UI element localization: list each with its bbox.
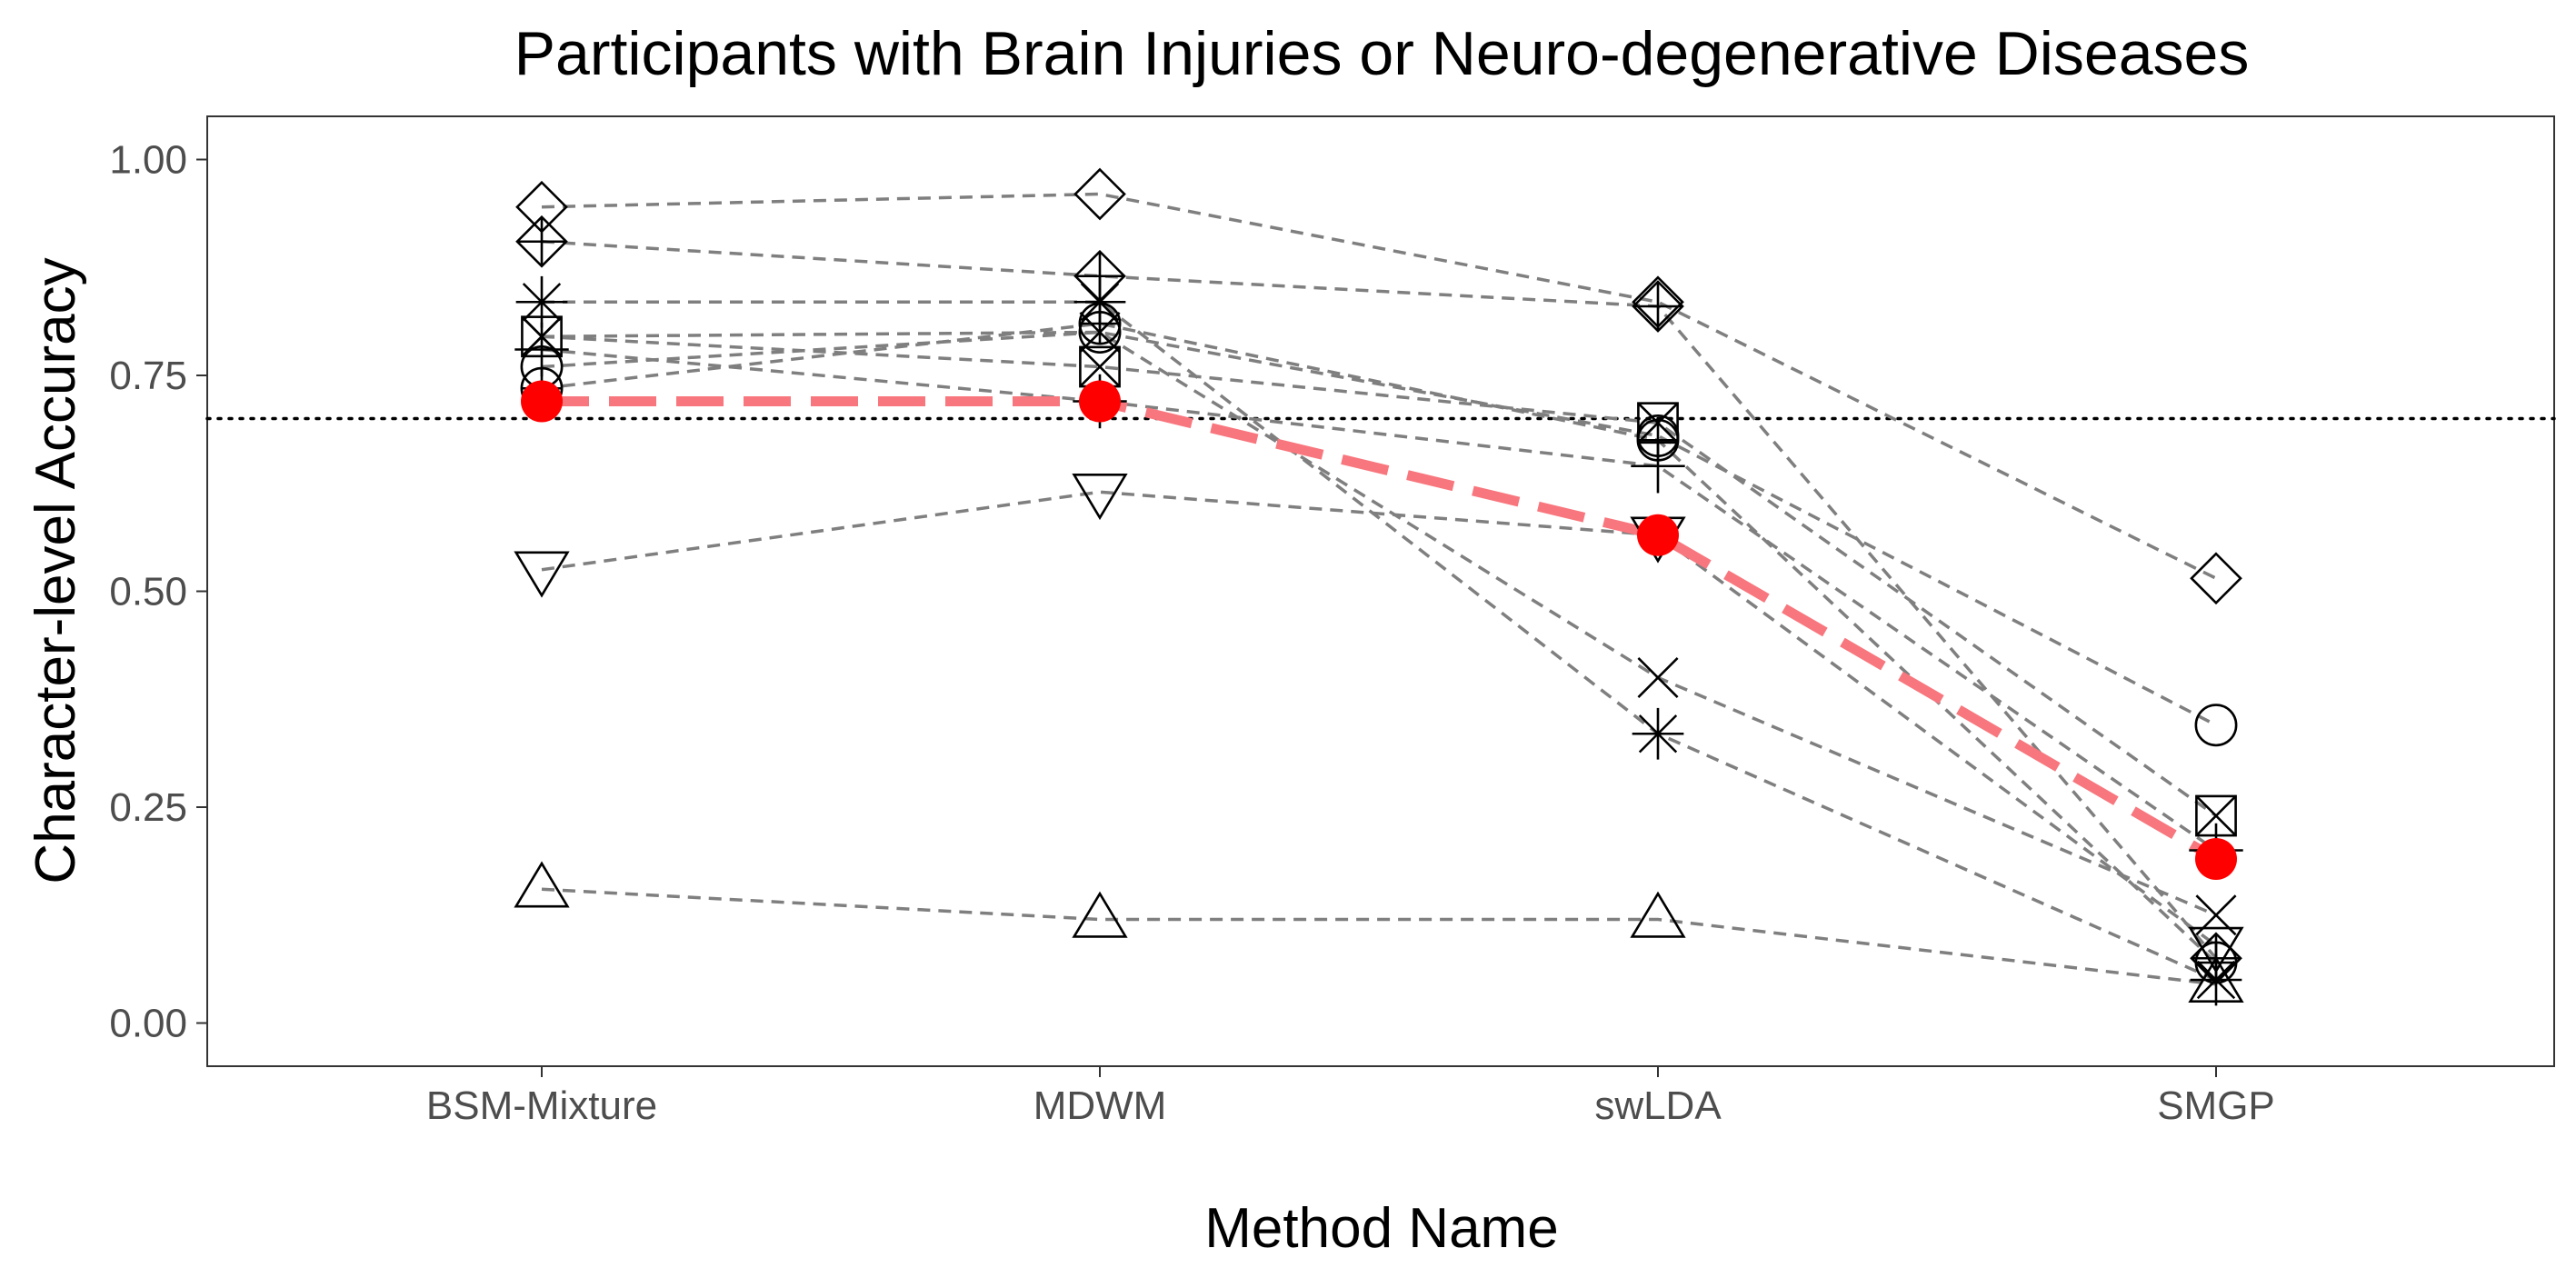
y-tick-label: 0.00 (109, 1002, 187, 1046)
mean-point (521, 380, 563, 423)
x-tick-label: BSM-Mixture (426, 1083, 657, 1128)
participant-point-triangle-down (1072, 474, 1128, 521)
participant-point-triangle-down (514, 551, 570, 598)
participant-point-x (1637, 656, 1679, 699)
participant-point-triangle-up (2188, 955, 2244, 1003)
y-tick-label: 0.25 (109, 785, 187, 830)
participant-point-diamond (2190, 552, 2242, 605)
x-axis-label: Method Name (1204, 1197, 1558, 1260)
plot-area: 0.00 0.25 0.50 0.75 1.00 BSM-Mixture MDWM swLDA… (109, 115, 2556, 1128)
mean-line (542, 396, 2219, 864)
participant-point-diamond-plus (1632, 280, 1684, 333)
mean-point (1079, 380, 1121, 423)
participant-point-triangle-up (1072, 891, 1128, 938)
participant-line (541, 334, 2218, 817)
participant-line (541, 240, 2218, 960)
participant-point-asterisk (1632, 707, 1684, 760)
participant-line (541, 887, 2217, 986)
participant-point-circle-plus (1636, 418, 1680, 462)
participant-point-triangle-down (2188, 926, 2244, 973)
participant-line (541, 330, 2217, 917)
y-tick-label: 0.75 (109, 354, 187, 398)
participant-line (541, 490, 2218, 947)
mean-point (1637, 514, 1679, 556)
participant-point-diamond-plus (515, 215, 568, 268)
participant-point-circle-plus (1078, 302, 1122, 345)
participant-line (541, 330, 2217, 727)
participant-line (541, 192, 2217, 580)
participant-point-triangle-up (1630, 891, 1686, 938)
mean-point (2195, 838, 2237, 880)
participant-line (542, 300, 2217, 982)
participant-point-asterisk (515, 275, 568, 328)
x-tick-label: swLDA (1594, 1083, 1722, 1128)
participant-line (541, 347, 2217, 852)
y-tick-label: 0.50 (109, 570, 187, 614)
participant-point-triangle-up (514, 861, 570, 908)
y-tick-label: 1.00 (109, 138, 187, 183)
participant-point-diamond (1073, 167, 1126, 221)
y-axis-label: Character-level Accuracy (25, 257, 87, 884)
participant-point-circle (2194, 704, 2238, 747)
x-tick-label: SMGP (2157, 1083, 2275, 1128)
participant-point-circle-plus (2194, 941, 2238, 984)
x-tick-label: MDWM (1033, 1083, 1167, 1128)
chart-title: Participants with Brain Injuries or Neur… (514, 19, 2250, 88)
